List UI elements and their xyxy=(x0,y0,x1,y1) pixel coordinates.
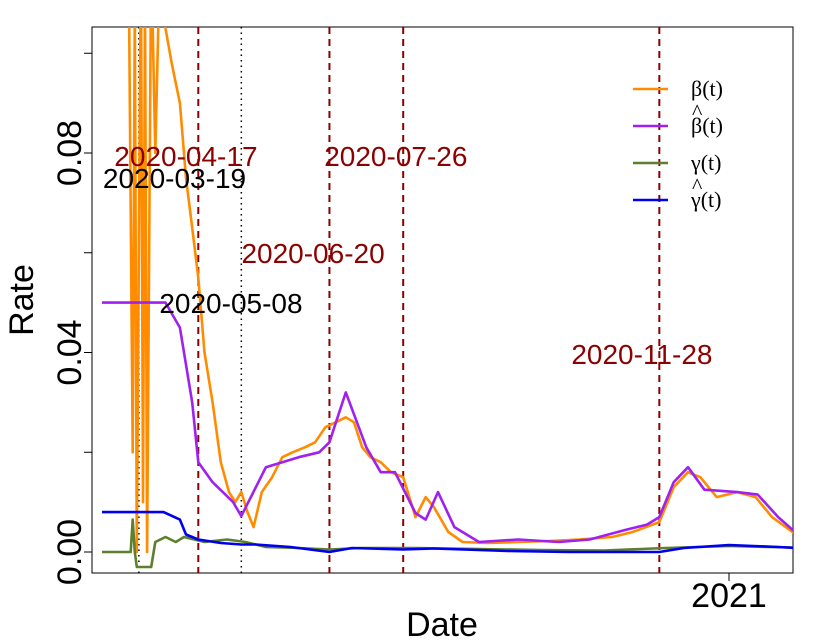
series-line-3 xyxy=(102,510,793,554)
legend-label-2: γ(t) xyxy=(690,150,722,175)
legend-hat-1: ^ xyxy=(692,99,703,124)
legend-label-1: β(t) xyxy=(691,113,723,138)
x-axis: 2021 xyxy=(691,573,767,615)
x-axis-label: Date xyxy=(406,606,478,642)
vertical-markers xyxy=(138,27,661,573)
y-axis: 0.00 0.04 0.08 xyxy=(51,27,93,585)
y-tick-label: 0.04 xyxy=(51,319,89,385)
y-tick-label: 0.08 xyxy=(51,120,89,186)
legend-label-3: γ(t) xyxy=(690,187,722,212)
series-line-0 xyxy=(127,27,793,554)
x-tick-label: 2021 xyxy=(691,577,767,615)
series-line-2 xyxy=(102,518,793,569)
legend: β(t)β(t)^γ(t)γ(t)^ xyxy=(633,76,723,212)
marker-label-2020-04-17: 2020-04-17 xyxy=(114,141,257,172)
y-axis-label: Rate xyxy=(3,264,41,336)
marker-label-2020-06-20: 2020-06-20 xyxy=(241,238,384,269)
marker-label-2020-03-19: 2020-03-19 xyxy=(103,163,246,194)
marker-label-2020-05-08: 2020-05-08 xyxy=(159,288,302,319)
marker-label-2020-11-28: 2020-11-28 xyxy=(571,339,712,370)
legend-hat-3: ^ xyxy=(692,173,703,198)
legend-label-0: β(t) xyxy=(691,76,723,101)
series-lines xyxy=(102,27,793,569)
y-tick-label: 0.00 xyxy=(51,519,89,585)
series-line-1 xyxy=(102,301,793,544)
marker-label-2020-07-26: 2020-07-26 xyxy=(324,141,467,172)
